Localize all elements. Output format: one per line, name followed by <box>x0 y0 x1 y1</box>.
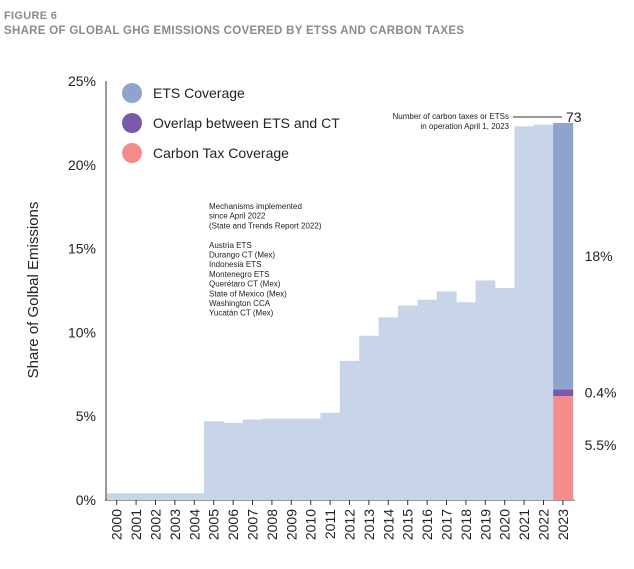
note-line-7: Montenegro ETS <box>209 270 269 279</box>
x-tick-label-2013: 2013 <box>361 509 377 540</box>
bar-2015 <box>398 305 418 500</box>
note-line-9: State of Mexico (Mex) <box>209 289 287 298</box>
x-tick-label-2023: 2023 <box>555 509 571 540</box>
bar-2023-ets <box>553 122 574 390</box>
y-tick-label-20: 20% <box>68 157 96 173</box>
bar-2001 <box>126 493 147 500</box>
x-tick-label-2004: 2004 <box>186 509 202 540</box>
bar-2020 <box>495 287 515 500</box>
bar-2018 <box>456 302 476 500</box>
bar-2005 <box>204 421 224 500</box>
note-line-0: Mechanisms implemented <box>209 202 302 211</box>
x-tick-label-2018: 2018 <box>458 509 474 540</box>
bar-2011 <box>320 412 341 500</box>
x-tick-label-2012: 2012 <box>342 509 358 540</box>
bar-2016 <box>417 299 438 500</box>
x-tick-label-2005: 2005 <box>206 509 222 540</box>
bar-2014 <box>378 317 399 500</box>
x-tick-label-2022: 2022 <box>536 509 552 540</box>
x-tick-label-2017: 2017 <box>439 509 455 540</box>
x-tick-label-2000: 2000 <box>109 509 125 540</box>
legend-label-1: Overlap between ETS and CT <box>153 115 340 131</box>
x-tick-label-2002: 2002 <box>148 509 164 540</box>
bar-2006 <box>223 422 244 500</box>
note-line-8: Querétaro CT (Mex) <box>209 280 281 289</box>
bar-2000 <box>107 493 127 500</box>
x-tick-label-2011: 2011 <box>322 509 338 539</box>
bar-2010 <box>301 418 321 500</box>
count-caption-2: in operation April 1, 2023 <box>420 122 509 131</box>
y-tick-label-5: 5% <box>76 408 96 424</box>
bar-2021 <box>514 126 535 500</box>
y-tick-label-10: 10% <box>68 324 96 340</box>
x-tick-label-2015: 2015 <box>400 509 416 540</box>
y-axis-label: Share of Golbal Emissions <box>25 202 42 379</box>
y-tick-label-15: 15% <box>68 241 96 257</box>
x-tick-labels: 2000 2001 2002 2003 2004 2005 2006 2007 2008 2009… <box>109 509 571 540</box>
legend-swatch-1 <box>122 113 142 133</box>
bar-2019 <box>475 280 496 500</box>
x-tick-label-2020: 2020 <box>497 509 513 540</box>
bars-group <box>107 122 574 501</box>
bar-2012 <box>339 360 360 500</box>
bar-2022 <box>533 124 554 501</box>
x-tick-label-2014: 2014 <box>380 509 396 540</box>
x-tick-label-2019: 2019 <box>477 509 493 540</box>
x-tick-label-2006: 2006 <box>225 509 241 540</box>
bar-2002 <box>145 493 166 500</box>
y-tick-label-25: 25% <box>68 73 96 89</box>
x-tick-label-2008: 2008 <box>264 509 280 540</box>
note-line-10: Washington CCA <box>209 299 271 308</box>
label-ets: 18% <box>585 248 613 264</box>
bar-2008 <box>262 418 282 500</box>
legend: ETS Coverage Overlap between ETS and CT Ca… <box>122 83 340 163</box>
label-overlap: 0.4% <box>585 385 617 401</box>
bar-2007 <box>242 419 263 500</box>
figure-label: FIGURE 6 <box>4 10 58 22</box>
bar-2004 <box>184 493 205 500</box>
note-line-2: (State and Trends Report 2022) <box>209 221 322 230</box>
legend-swatch-2 <box>122 143 142 163</box>
legend-swatch-0 <box>122 83 142 103</box>
legend-label-0: ETS Coverage <box>153 85 245 101</box>
x-tick-label-2003: 2003 <box>167 509 183 540</box>
bar-2023-overlap <box>553 389 574 397</box>
note-line-6: Indonesia ETS <box>209 260 261 269</box>
x-tick-label-2007: 2007 <box>245 509 261 540</box>
bar-2003 <box>165 493 185 500</box>
bar-2023-carbon-tax <box>553 396 574 500</box>
note-line-1: since April 2022 <box>209 212 266 221</box>
count-caption-1: Number of carbon taxes or ETSs <box>393 112 510 121</box>
note-line-11: Yucatán CT (Mex) <box>209 309 274 318</box>
bar-2009 <box>281 418 302 500</box>
y-tick-labels: 0% 5% 10% 15% 20% 25% <box>68 73 96 508</box>
bar-2017 <box>436 291 457 500</box>
legend-label-2: Carbon Tax Coverage <box>153 145 289 161</box>
note-line-4: Austria ETS <box>209 241 252 250</box>
y-tick-label-0: 0% <box>76 492 96 508</box>
bar-2013 <box>359 335 379 500</box>
x-tick-label-2009: 2009 <box>283 509 299 540</box>
x-tick-label-2010: 2010 <box>303 509 319 540</box>
count-value: 73 <box>566 109 582 125</box>
figure-title: SHARE OF GLOBAL GHG EMISSIONS COVERED BY… <box>4 25 465 37</box>
x-tick-label-2016: 2016 <box>419 509 435 540</box>
note-line-5: Durango CT (Mex) <box>209 251 275 260</box>
x-tick-label-2021: 2021 <box>516 509 532 540</box>
label-carbon-tax: 5.5% <box>585 437 617 453</box>
x-tick-label-2001: 2001 <box>128 509 144 540</box>
